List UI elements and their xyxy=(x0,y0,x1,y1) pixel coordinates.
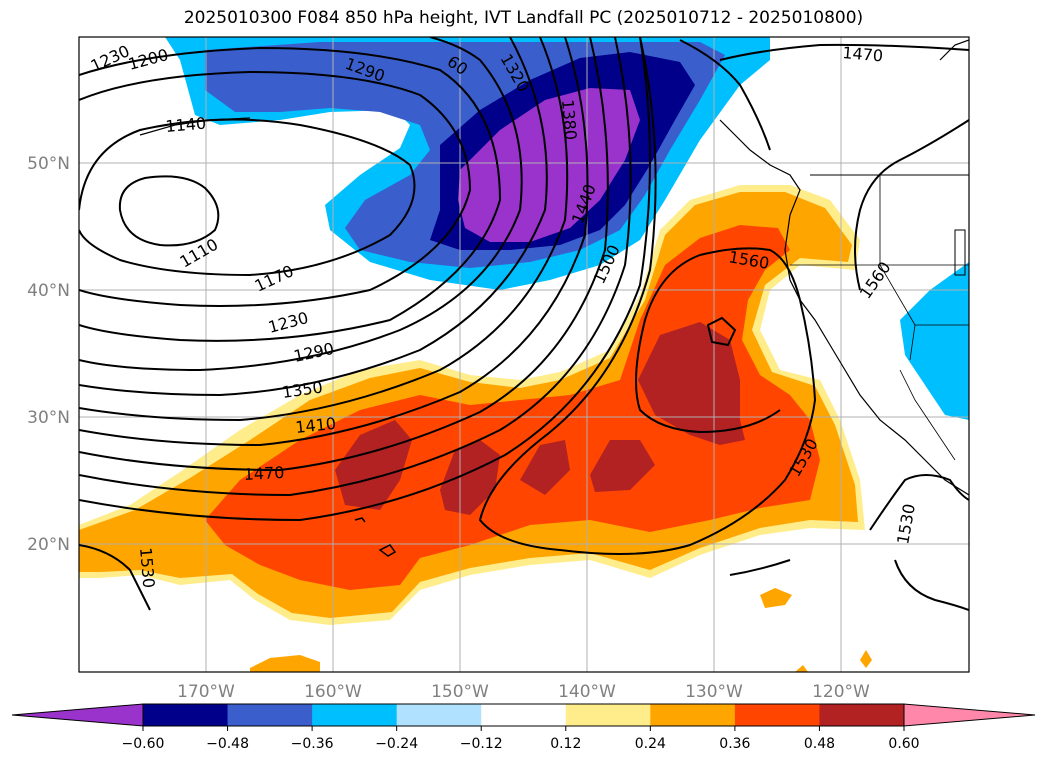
height-contours xyxy=(79,37,969,611)
colorbar-tick-label: −0.48 xyxy=(206,736,249,752)
colorbar: −0.60 −0.48 −0.36 −0.24 −0.12 0.12 0.24 0.36 0.4… xyxy=(11,703,1036,752)
colorbar-tick-label: −0.60 xyxy=(122,736,165,752)
colorbar-box xyxy=(396,704,482,726)
lon-label: 120°W xyxy=(812,682,870,702)
contour-label: 1530 xyxy=(136,547,158,589)
contour-label: 1140 xyxy=(165,114,207,136)
colorbar-tick-label: 0.24 xyxy=(635,736,666,752)
lon-label: 150°W xyxy=(431,682,489,702)
colorbar-box xyxy=(819,704,905,726)
contour-label: 1470 xyxy=(243,463,285,484)
lon-label: 130°W xyxy=(685,682,743,702)
colorbar-frame xyxy=(142,703,905,727)
map-title: 2025010300 F084 850 hPa height, IVT Land… xyxy=(183,8,864,28)
colorbar-box xyxy=(565,704,651,726)
colorbar-box xyxy=(734,704,820,726)
colorbar-tick-label: −0.36 xyxy=(291,736,334,752)
latitude-labels: 50°N 40°N 30°N 20°N xyxy=(27,154,70,555)
lat-label: 20°N xyxy=(27,535,70,555)
longitude-labels: 170°W 160°W 150°W 140°W 130°W 120°W xyxy=(177,682,870,702)
colorbar-box xyxy=(143,704,229,726)
contour-label: 1410 xyxy=(294,414,336,437)
lat-label: 40°N xyxy=(27,281,70,301)
lat-label: 30°N xyxy=(27,408,70,428)
colorbar-tick-label: 0.12 xyxy=(550,736,581,752)
lon-label: 170°W xyxy=(177,682,235,702)
contour-label: 1470 xyxy=(842,43,884,65)
positive-ivt-pc-field xyxy=(79,185,872,672)
colorbar-box xyxy=(227,704,313,726)
colorbar-tick-label: −0.12 xyxy=(460,736,503,752)
colorbar-box xyxy=(312,704,398,726)
colorbar-extend-high xyxy=(903,703,1036,727)
colorbar-box xyxy=(481,704,567,726)
contour-label: 1380 xyxy=(558,99,580,141)
plot-frame xyxy=(78,36,970,673)
colorbar-tick-label: 0.60 xyxy=(888,736,919,752)
colorbar-extend-low xyxy=(11,703,144,727)
colorbar-tick-label: 0.48 xyxy=(804,736,835,752)
colorbar-tick-label: −0.24 xyxy=(375,736,418,752)
colorbar-tick-label: 0.36 xyxy=(719,736,750,752)
lon-label: 160°W xyxy=(304,682,362,702)
lon-label: 140°W xyxy=(558,682,616,702)
colorbar-box xyxy=(650,704,736,726)
lat-label: 50°N xyxy=(27,154,70,174)
